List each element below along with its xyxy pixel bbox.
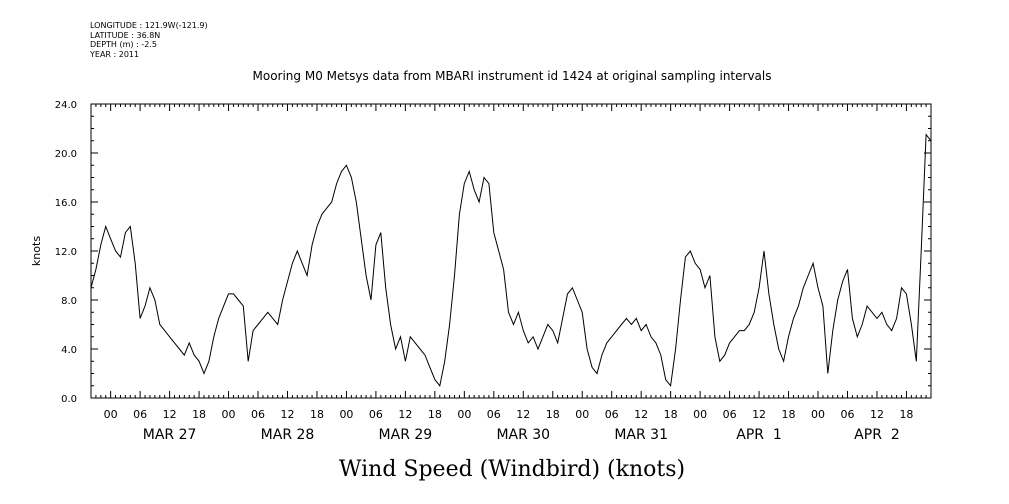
- series-line: [90, 133, 932, 388]
- x-hour-label: 06: [251, 408, 265, 421]
- x-hour-label: 06: [487, 408, 501, 421]
- longitude-label: LONGITUDE : 121.9W(-121.9): [90, 21, 208, 30]
- x-hour-label: 00: [575, 408, 589, 421]
- y-tick-label: 24.0: [55, 100, 77, 111]
- y-axis: 0.0 4.0 8.0 12.0 16.0 20.0 24.0: [55, 100, 931, 405]
- x-day-label: MAR 27: [143, 427, 197, 443]
- x-day-label: MAR 30: [496, 427, 550, 443]
- y-tick-label: 8.0: [61, 296, 77, 307]
- bottom-title: Wind Speed (Windbird) (knots): [339, 457, 685, 482]
- y-axis-label: knots: [30, 236, 43, 266]
- x-hour-label: 12: [870, 408, 884, 421]
- y-tick-label: 0.0: [61, 394, 77, 405]
- x-hour-label: 06: [133, 408, 147, 421]
- x-hour-label: 18: [310, 408, 324, 421]
- latitude-label: LATITUDE : 36.8N: [90, 30, 161, 40]
- x-hour-label: 18: [782, 408, 796, 421]
- x-hour-label: 00: [811, 408, 825, 421]
- plot-frame: [90, 103, 932, 399]
- x-day-label: APR 2: [854, 427, 900, 443]
- y-tick-label: 12.0: [55, 247, 77, 258]
- y-tick-label: 20.0: [55, 149, 77, 160]
- x-hour-label: 12: [398, 408, 412, 421]
- x-hour-label: 18: [546, 408, 560, 421]
- y-tick-label: 4.0: [61, 345, 77, 356]
- x-hour-label: 12: [163, 408, 177, 421]
- x-hour-label: 12: [280, 408, 294, 421]
- x-hour-label: 06: [605, 408, 619, 421]
- x-hour-label: 00: [457, 408, 471, 421]
- year-label: YEAR : 2011: [90, 49, 140, 59]
- x-hour-label: 12: [634, 408, 648, 421]
- x-hour-label: 06: [369, 408, 383, 421]
- x-hour-label: 06: [840, 408, 854, 421]
- x-hour-label: 12: [516, 408, 530, 421]
- chart-title: Mooring M0 Metsys data from MBARI instru…: [253, 69, 772, 83]
- x-hour-label: 18: [428, 408, 442, 421]
- x-hour-label: 06: [723, 408, 737, 421]
- x-hour-label: 00: [104, 408, 118, 421]
- x-hour-label: 00: [222, 408, 236, 421]
- x-day-label: MAR 28: [261, 427, 315, 443]
- x-day-label: APR 1: [736, 427, 782, 443]
- x-hour-label: 12: [752, 408, 766, 421]
- depth-label: DEPTH (m) : -2.5: [90, 40, 157, 50]
- x-hour-label: 00: [339, 408, 353, 421]
- x-hour-label: 18: [899, 408, 913, 421]
- metadata-block: LONGITUDE : 121.9W(-121.9) LATITUDE : 36…: [90, 21, 208, 59]
- x-day-label: MAR 29: [379, 427, 433, 443]
- x-day-label: MAR 31: [614, 427, 668, 443]
- x-axis: 00 06 12 18 00 06 12 18 00 06 12 18 00 06 12 18 00 06 12 18…: [90, 104, 932, 443]
- x-hour-label: 18: [664, 408, 678, 421]
- x-hour-label: 00: [693, 408, 707, 421]
- x-hour-label: 18: [192, 408, 206, 421]
- y-tick-label: 16.0: [55, 198, 77, 209]
